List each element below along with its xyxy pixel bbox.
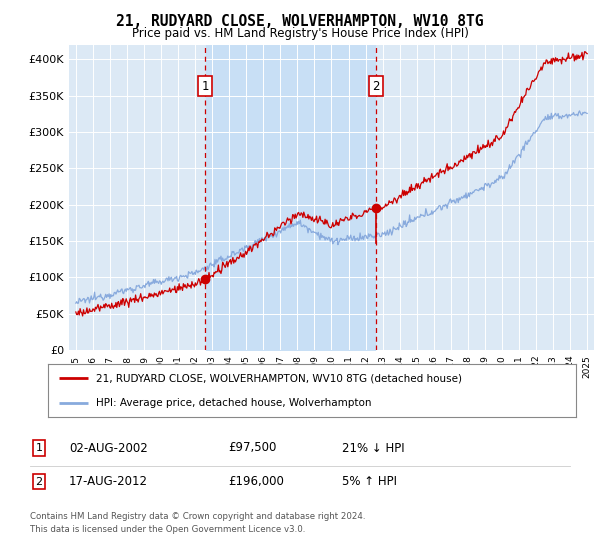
Text: 17-AUG-2012: 17-AUG-2012	[69, 475, 148, 488]
Text: 1: 1	[35, 443, 43, 453]
Text: Price paid vs. HM Land Registry's House Price Index (HPI): Price paid vs. HM Land Registry's House …	[131, 27, 469, 40]
Text: Contains HM Land Registry data © Crown copyright and database right 2024.: Contains HM Land Registry data © Crown c…	[30, 512, 365, 521]
Text: 21, RUDYARD CLOSE, WOLVERHAMPTON, WV10 8TG (detached house): 21, RUDYARD CLOSE, WOLVERHAMPTON, WV10 8…	[95, 374, 461, 384]
Text: 1: 1	[201, 80, 209, 92]
Text: 2: 2	[373, 80, 380, 92]
Text: £97,500: £97,500	[228, 441, 277, 455]
Text: 02-AUG-2002: 02-AUG-2002	[69, 441, 148, 455]
Text: This data is licensed under the Open Government Licence v3.0.: This data is licensed under the Open Gov…	[30, 525, 305, 534]
Text: 21% ↓ HPI: 21% ↓ HPI	[342, 441, 404, 455]
Text: £196,000: £196,000	[228, 475, 284, 488]
Text: 5% ↑ HPI: 5% ↑ HPI	[342, 475, 397, 488]
Text: 21, RUDYARD CLOSE, WOLVERHAMPTON, WV10 8TG: 21, RUDYARD CLOSE, WOLVERHAMPTON, WV10 8…	[116, 14, 484, 29]
Text: HPI: Average price, detached house, Wolverhampton: HPI: Average price, detached house, Wolv…	[95, 398, 371, 408]
Text: 2: 2	[35, 477, 43, 487]
